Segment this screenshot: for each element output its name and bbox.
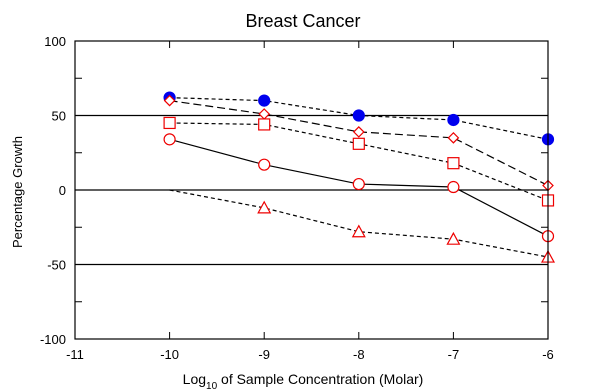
data-point <box>258 94 271 107</box>
y-tick-label: -100 <box>40 332 66 347</box>
data-point <box>447 157 460 170</box>
reference-lines <box>75 114 548 266</box>
series-triangle <box>169 189 556 263</box>
data-point <box>258 158 271 171</box>
data-point <box>163 94 176 107</box>
x-tick-label: -10 <box>160 347 179 362</box>
series-line <box>169 189 549 258</box>
data-point <box>163 133 176 146</box>
y-tick-label: -50 <box>47 258 66 273</box>
data-point <box>258 118 271 131</box>
x-tick-label: -9 <box>258 347 270 362</box>
data-point <box>352 126 365 138</box>
data-point <box>163 116 176 130</box>
series-line <box>169 100 549 187</box>
y-tick-label: 50 <box>52 109 66 124</box>
data-point <box>352 177 365 191</box>
y-axis-label: Percentage Growth <box>10 136 25 248</box>
x-axis-label-suffix: of Sample Concentration (Molar) <box>217 371 423 387</box>
y-tick-label: 0 <box>59 183 66 198</box>
data-point <box>352 109 365 122</box>
y-tick-label: 100 <box>44 34 66 49</box>
axis-ticks: -11 -10 -9 -8 -7 -6 -100 -50 0 50 100 <box>40 34 554 362</box>
x-tick-label: -11 <box>66 347 84 362</box>
x-axis-label-prefix: Log <box>183 371 206 387</box>
x-tick-label: -6 <box>542 347 554 362</box>
x-tick-label: -8 <box>353 347 365 362</box>
x-tick-label: -7 <box>448 347 460 362</box>
data-point <box>447 180 460 194</box>
data-point <box>352 137 365 150</box>
x-axis-label-subscript: 10 <box>206 381 218 389</box>
data-point <box>257 200 272 214</box>
x-axis-label: Log10 of Sample Concentration (Molar) <box>183 371 424 389</box>
chart-title: Breast Cancer <box>245 11 360 31</box>
series-layer <box>163 91 556 263</box>
data-point <box>447 132 460 144</box>
data-point <box>258 108 271 120</box>
data-point <box>446 231 461 245</box>
data-point <box>351 224 366 238</box>
data-point <box>447 113 460 127</box>
series-circle <box>163 133 555 243</box>
